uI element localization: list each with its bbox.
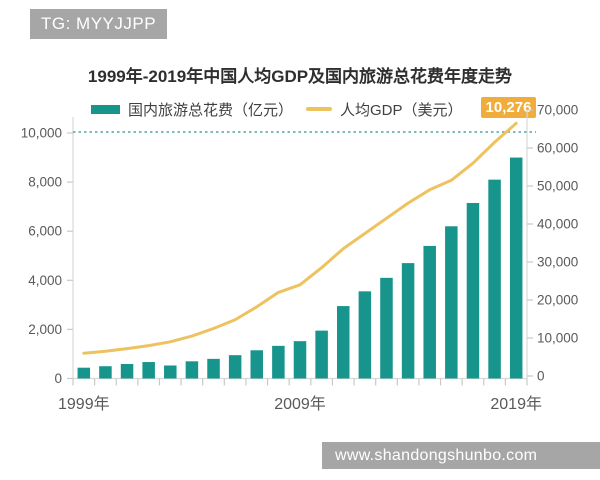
left-axis-tick-label: 8,000 (28, 175, 62, 190)
legend-label-gdp: 人均GDP（美元） (340, 101, 463, 119)
bar-2006 (228, 355, 242, 379)
bar-2014 (401, 263, 415, 379)
gdp-2019-data-label: 10,276 (481, 97, 536, 118)
legend-item-gdp-per-capita: 人均GDP（美元） (306, 99, 463, 120)
bar-2003 (164, 365, 177, 379)
right-axis-tick-label: 60,000 (537, 141, 578, 156)
right-axis-tick-label: 70,000 (537, 103, 578, 118)
bar-2008 (272, 345, 285, 379)
bar-2000 (99, 366, 112, 379)
bar-2013 (380, 277, 393, 379)
right-axis-tick-label: 0 (537, 369, 545, 384)
right-axis-tick-label: 50,000 (537, 179, 578, 194)
bar-2004 (185, 361, 199, 379)
right-axis-tick-label: 20,000 (537, 293, 578, 308)
bar-2010 (315, 330, 328, 379)
legend-bar-swatch-icon (91, 104, 120, 114)
bar-2019 (509, 157, 523, 379)
legend: 国内旅游总花费（亿元） 人均GDP（美元） (91, 99, 463, 119)
bar-2015 (423, 245, 436, 379)
bar-2005 (207, 358, 220, 379)
right-axis-tick-label: 40,000 (537, 217, 578, 232)
x-axis-label: 2019年 (490, 395, 542, 413)
bar-2016 (445, 226, 458, 379)
right-axis-tick-label: 30,000 (537, 255, 578, 270)
left-axis-tick-label: 2,000 (28, 322, 62, 337)
gdp-line (82, 121, 518, 355)
right-axis-tick-label: 10,000 (537, 331, 578, 346)
legend-item-domestic-tourism-spend: 国内旅游总花费（亿元） (91, 99, 293, 120)
left-axis-tick-label: 10,000 (21, 126, 62, 141)
x-axis-label: 2009年 (274, 395, 326, 413)
bar-2011 (336, 306, 350, 379)
tg-watermark-badge: TG: MYYJJPP (30, 9, 168, 39)
legend-line-swatch-icon (306, 107, 333, 111)
bar-2007 (250, 350, 264, 379)
combo-chart: 0 2,000 4,000 6,000 8,000 10,000 0 10,000 20,000… (21, 103, 579, 414)
legend-label-tourism: 国内旅游总花费（亿元） (128, 101, 294, 119)
left-axis-tick-label: 6,000 (28, 224, 62, 239)
site-watermark: www.shandongshunbo.com (322, 442, 600, 469)
bar-2001 (120, 364, 134, 379)
left-axis-tick-label: 0 (54, 371, 62, 386)
bar-2018 (488, 179, 501, 379)
chart-title: 1999年-2019年中国人均GDP及国内旅游总花费年度走势 (87, 67, 513, 86)
bar-2012 (358, 291, 372, 379)
bar-2002 (142, 362, 155, 379)
x-axis-label: 1999年 (58, 395, 110, 413)
bar-2009 (293, 341, 307, 379)
bar-2017 (466, 202, 480, 379)
left-axis-tick-label: 4,000 (28, 273, 62, 288)
bar-1999 (77, 367, 91, 379)
